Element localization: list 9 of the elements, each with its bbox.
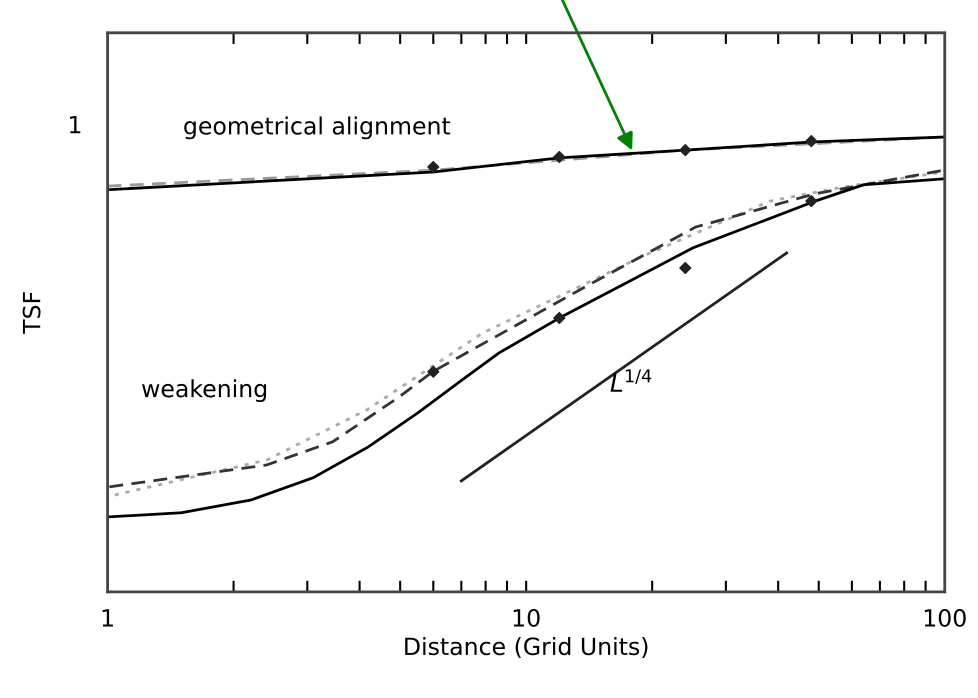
annotation: weakening [142,379,266,402]
x-tick-label: 10 [514,608,540,627]
x-axis-title: Distance (Grid Units) [405,636,648,658]
annotation: geometrical alignment [184,116,450,140]
y-axis-title: TSF [22,292,41,334]
annotation: L$^{1/4}$ [610,369,652,392]
text: 1 [70,116,80,134]
x-tick-label: 1 [102,609,113,627]
x-tick-label: 100 [924,608,966,627]
